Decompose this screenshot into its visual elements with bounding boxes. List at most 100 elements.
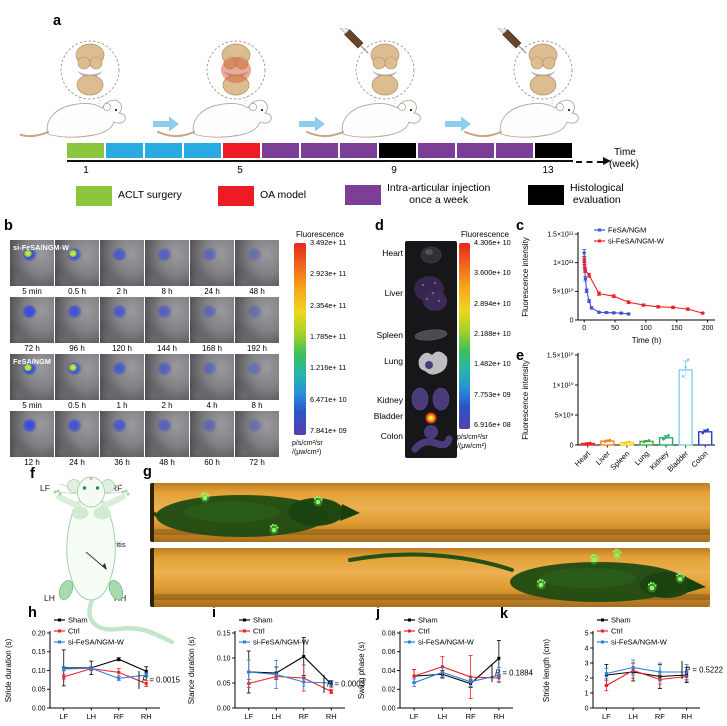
mouse-image-cell: 96 h (55, 297, 99, 354)
time-caption: 5 min (22, 287, 42, 296)
front-limb (56, 494, 81, 509)
colorbar-tick: 1.785e+ 11 (310, 332, 347, 341)
colorbar-tick: 3.492e+ 11 (310, 238, 347, 247)
legend-label: Intra-articular injection once a week (387, 182, 491, 206)
mouse-fluorescence-image (100, 411, 144, 457)
time-caption: 24 h (69, 458, 85, 467)
x-tick-label: LF (410, 712, 419, 721)
time-caption: 0.5 h (68, 287, 86, 296)
fluorescence-spot (246, 418, 262, 432)
y-tick-label: 4 (585, 645, 589, 652)
mouse-image-cell: 8 h (145, 240, 189, 297)
legend-label: si-FeSA/NGM-W (253, 638, 310, 647)
organ-strip-svg (405, 241, 457, 458)
panel-a-label: a (53, 13, 62, 29)
legend-label: si-FeSA/NGM-W (68, 638, 125, 647)
series-line (606, 666, 687, 675)
legend-label: Ctrl (611, 627, 623, 636)
hind-foot (108, 580, 124, 600)
fluorescence-spot (21, 304, 37, 318)
mouse-image-row: 5 min 0.5 h 2 h 8 h 24 h 48 h (10, 240, 279, 297)
y-tick-label: 0.20 (32, 630, 46, 637)
series-line (63, 658, 147, 672)
oa-inflammation (221, 57, 251, 83)
mouse-image-cell: 60 h (190, 411, 234, 468)
mouse-image-cell: 48 h (145, 411, 189, 468)
fluorescence-spot (246, 247, 262, 261)
legend-label: si-FeSA/NGM-W (608, 237, 665, 246)
mouse-knee-unit (306, 22, 421, 138)
x-tick-label: 150 (671, 325, 683, 332)
fluorescence-spot (201, 418, 217, 432)
x-tick-label: RH (493, 712, 504, 721)
colorbar-tick: 1.216e+ 11 (310, 363, 347, 373)
y-tick-label: 2 (585, 675, 589, 682)
time-caption: 12 h (24, 458, 40, 467)
time-caption: 72 h (24, 344, 40, 353)
gait-svg (154, 491, 710, 537)
fluorescence-spot (246, 361, 262, 375)
fluorescence-hotspot (69, 364, 78, 372)
y-axis-title: Fluorescence intensity (521, 360, 530, 440)
y-tick-label: 3 (585, 660, 589, 667)
time-axis-label: Time (614, 147, 636, 158)
mouse-fluorescence-image (10, 297, 54, 343)
timeline-block-blue (144, 143, 183, 158)
y-tick-label: 0.00 (382, 705, 396, 712)
time-caption: 48 h (249, 287, 265, 296)
mouse-fluorescence-image (55, 297, 99, 343)
oa-mouse-schematic (26, 472, 176, 647)
mouse-image-cell: 2 h (145, 354, 189, 411)
x-axis-title: Time (h) (632, 336, 662, 345)
series-line (63, 667, 147, 679)
organ-label: Spleen (376, 330, 403, 340)
chart-c: 0 5×10¹⁰ 1×10¹¹ 1.5×10¹¹ 0 50 100 150 200 Time (h… (520, 226, 727, 346)
mouse-image-cell: 5 min (10, 240, 54, 297)
chart-h: 0.00 0.05 0.10 0.15 0.20 LF LH RF RH Stride durat… (2, 606, 202, 726)
time-caption: 8 h (161, 287, 173, 296)
y-tick-label: 0.00 (217, 705, 231, 712)
colorbar-units: p/s/cm²/sr /(μw/cm²) (292, 440, 323, 457)
chart-e: 0 5×10⁹ 1×10¹⁰ 1.5×10¹⁰ Heart Liver Spleen Lung… (520, 344, 727, 478)
organ-label: Bladder (373, 411, 403, 421)
y-tick-label: 1 (585, 690, 589, 697)
y-tick-label: 0.06 (382, 649, 396, 656)
legend-label: Ctrl (418, 627, 430, 636)
panel-k-label: k (500, 606, 509, 622)
series-line (413, 671, 499, 684)
colorbar-tick: 2.188e+ 10 (474, 329, 511, 338)
chart-svg: 0.00 0.02 0.04 0.06 0.08 LF LH RF RH Swing phase … (357, 616, 534, 721)
spleen-photo (414, 329, 448, 341)
timeline-block-green (67, 143, 105, 158)
mouse-icon (464, 99, 579, 138)
timeline-axis (67, 160, 573, 162)
x-tick-label: RF (114, 712, 124, 721)
time-caption: 4 h (206, 401, 218, 410)
x-tick-label: RF (466, 712, 476, 721)
fluorescence-hotspot (24, 250, 33, 258)
mouse-image-row: 72 h 96 h 120 h 144 h 168 h 192 h (10, 297, 279, 354)
colorbar-title: Fluorescence (460, 230, 510, 239)
mouse-fluorescence-image (55, 240, 99, 286)
arrow-right-icon (299, 116, 325, 132)
organ-label: Lung (384, 356, 403, 366)
panel-d-label: d (375, 218, 384, 234)
mouse-fluorescence-image (190, 411, 234, 457)
mouse-fluorescence-image (55, 411, 99, 457)
bar (678, 369, 693, 446)
fluorescence-spot (201, 304, 217, 318)
time-caption: 8 h (251, 401, 263, 410)
time-caption: 72 h (249, 458, 265, 467)
time-caption: 48 h (159, 458, 175, 467)
organ-label: Colon (380, 431, 403, 441)
timeline-block-purple (495, 143, 534, 158)
time-caption: 36 h (114, 458, 130, 467)
fluorescence-spot (201, 247, 217, 261)
timeline-block-purple (417, 143, 456, 158)
legend-label: si-FeSA/NGM-W (418, 638, 475, 647)
bar (658, 437, 674, 446)
x-tick-label: 100 (640, 325, 652, 332)
y-tick-label: 1×10¹⁰ (553, 381, 574, 389)
timeline-bar (67, 143, 573, 158)
mouse-image-cell: 24 h (55, 411, 99, 468)
